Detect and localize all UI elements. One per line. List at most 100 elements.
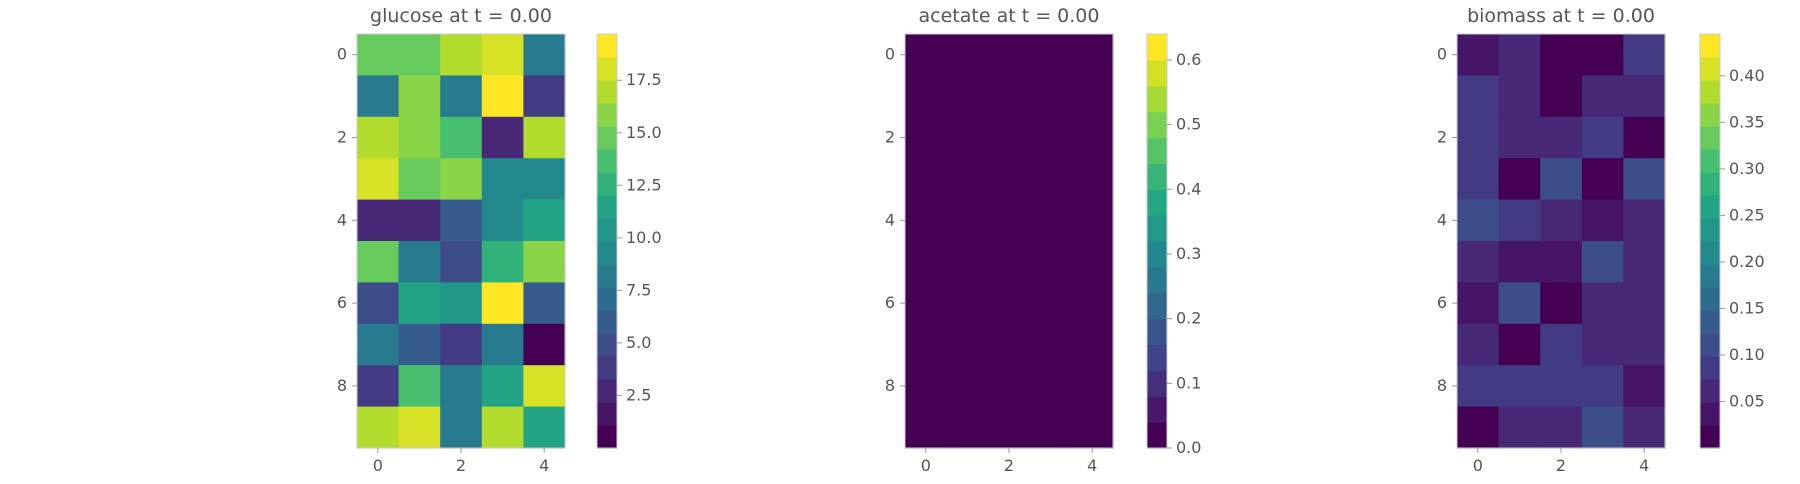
heatmap-cell (1540, 406, 1583, 449)
colorbar-segment (597, 356, 617, 380)
colorbar-tick-label: 0.4 (1176, 179, 1201, 198)
colorbar-segment (597, 379, 617, 403)
heatmap-cell (481, 406, 524, 449)
heatmap-cell (1457, 158, 1500, 201)
heatmap-cell (440, 406, 483, 449)
heatmap-cell (481, 75, 524, 118)
heatmap-cell (905, 34, 948, 76)
colorbar-segment (1700, 149, 1720, 173)
heatmap-cell (1457, 116, 1500, 159)
heatmap-cell (1540, 116, 1583, 159)
heatmap-cell (946, 199, 989, 242)
heatmap-cell (357, 199, 400, 242)
y-tick-label: 2 (337, 128, 347, 147)
heatmap-cell (1581, 116, 1624, 159)
colorbar-tick-label: 0.15 (1729, 298, 1765, 317)
colorbar-segment (1147, 292, 1167, 320)
colorbar-segment (597, 310, 617, 334)
heatmap-cell (1457, 34, 1500, 76)
panel-2: acetate at t = 0.00 0 2 4 6 8 0 2 4 0.0 0.1 0.2 0.3 0… (885, 5, 1202, 475)
colorbar-tick-label: 0.1 (1176, 373, 1201, 392)
x-tick-label: 2 (1004, 456, 1014, 475)
heatmap-cell (946, 34, 989, 76)
colorbar-tick-label: 0.05 (1729, 391, 1765, 410)
x-tick-label: 4 (539, 456, 549, 475)
heatmap-cell (1029, 199, 1072, 242)
heatmap-cell (905, 75, 948, 118)
heatmap-cell (1071, 365, 1114, 408)
y-tick-label: 4 (337, 210, 347, 229)
heatmap-cell (1581, 158, 1624, 201)
heatmap-cell (946, 75, 989, 118)
heatmap-cell (946, 365, 989, 408)
heatmap-cell (988, 158, 1031, 201)
heatmap-cell (398, 34, 441, 76)
heatmap-cell (905, 406, 948, 449)
heatmap-cell (1498, 116, 1541, 159)
heatmap-cell (440, 158, 483, 201)
heatmap-cell (1498, 406, 1541, 449)
heatmap-cell (946, 406, 989, 449)
heatmap-cell (1457, 241, 1500, 283)
heatmap-cell (1581, 406, 1624, 449)
heatmap-cell (988, 199, 1031, 242)
heatmap-cell (1540, 323, 1583, 366)
heatmap-cell (1540, 75, 1583, 118)
heatmap-cell (1581, 282, 1624, 325)
heatmap-cell (357, 323, 400, 366)
heatmap-cell (481, 158, 524, 201)
colorbar-segment (1700, 264, 1720, 288)
heatmap-cell (523, 199, 566, 242)
colorbar-segment (1700, 425, 1720, 449)
colorbar-frame (596, 33, 618, 449)
colorbar-segment (1700, 333, 1720, 357)
y-tick-label: 2 (1437, 128, 1447, 147)
colorbar-segment (597, 333, 617, 357)
heatmap-cell (357, 406, 400, 449)
heatmap-cell (946, 241, 989, 283)
heatmap-cell (398, 116, 441, 159)
colorbar-segment (597, 425, 617, 449)
heatmap-cell (523, 365, 566, 408)
heatmap-cell (1540, 365, 1583, 408)
colorbar-segment (597, 149, 617, 173)
heatmap-cell (523, 158, 566, 201)
colorbar-segment (597, 287, 617, 311)
heatmap-cell (1498, 199, 1541, 242)
colorbar-frame (1699, 33, 1721, 449)
heatmap-cell (905, 323, 948, 366)
colorbar-segment (1700, 379, 1720, 403)
colorbar-segment (597, 402, 617, 426)
heatmap-cell (1498, 323, 1541, 366)
heatmap-cell (481, 34, 524, 76)
colorbar-tick-label: 5.0 (626, 333, 651, 352)
heatmap-cell (440, 365, 483, 408)
heatmap-cell (523, 241, 566, 283)
colorbar-tick-label: 15.0 (626, 123, 662, 142)
heatmap-cell (398, 323, 441, 366)
heatmap-cell (357, 116, 400, 159)
colorbar-tick-label: 0.10 (1729, 345, 1765, 364)
heatmap-cell (1498, 75, 1541, 118)
heatmap-cell (357, 34, 400, 76)
colorbar-segment (1700, 287, 1720, 311)
colorbar-segment (597, 218, 617, 242)
colorbar-tick-label: 0.3 (1176, 244, 1201, 263)
colorbar-segment (1147, 215, 1167, 242)
heatmap-cell (1581, 365, 1624, 408)
heatmap-cell (481, 365, 524, 408)
heatmap-cell (1457, 406, 1500, 449)
colorbar-segment (1700, 402, 1720, 426)
colorbar-tick-label: 0.20 (1729, 252, 1765, 271)
colorbar-tick-label: 12.5 (626, 175, 662, 194)
heatmap-cell (1071, 116, 1114, 159)
colorbar-segment (597, 103, 617, 127)
colorbar-tick-label: 7.5 (626, 280, 651, 299)
y-tick-label: 8 (885, 376, 895, 395)
heatmap-cell (1029, 282, 1072, 325)
heatmap-cell (946, 282, 989, 325)
heatmap-cell (398, 158, 441, 201)
heatmap-cell (523, 282, 566, 325)
colorbar-segment (597, 172, 617, 196)
heatmap-cell (1457, 365, 1500, 408)
